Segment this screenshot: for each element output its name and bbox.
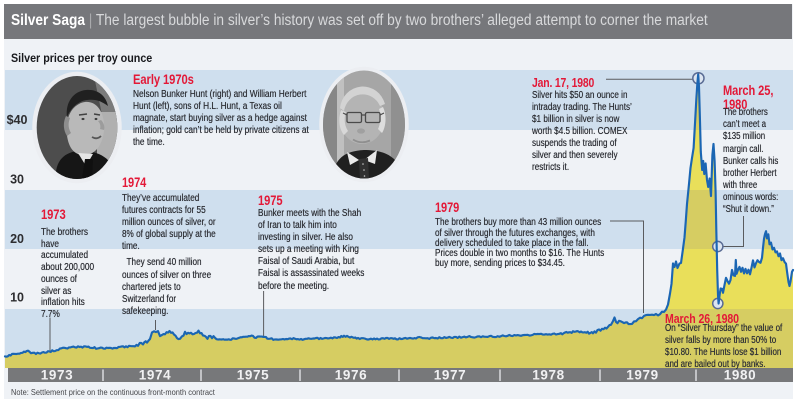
- svg-text:10: 10: [10, 291, 24, 305]
- svg-text:30: 30: [10, 173, 24, 187]
- svg-text:1975: 1975: [237, 368, 269, 383]
- svg-text:1978: 1978: [532, 368, 564, 383]
- svg-text:1973: 1973: [41, 368, 73, 383]
- svg-text:$40: $40: [7, 113, 28, 127]
- svg-text:20: 20: [10, 232, 24, 246]
- svg-text:1980: 1980: [724, 368, 756, 383]
- svg-text:1979: 1979: [626, 368, 658, 383]
- svg-text:1976: 1976: [335, 368, 367, 383]
- svg-text:1974: 1974: [139, 368, 171, 383]
- svg-text:1977: 1977: [434, 368, 466, 383]
